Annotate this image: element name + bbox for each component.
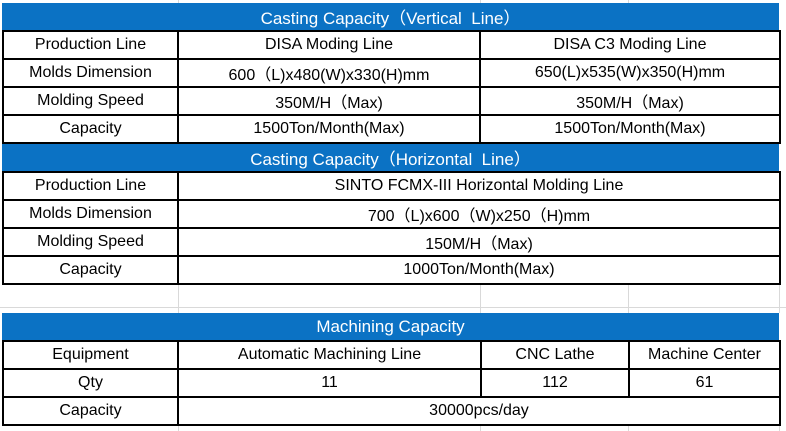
table-row: Qty 11 112 61 [2,368,781,398]
gridline [480,426,481,431]
row-label: Production Line [2,30,179,60]
cell-value: CNC Lathe [480,340,630,370]
cell-value: 61 [628,368,781,398]
cell-value: 350M/H（Max) [479,86,781,116]
cell-value: Machine Center [628,340,781,370]
cell-value: Automatic Machining Line [177,340,482,370]
table-row: Capacity 30000pcs/day [2,396,781,426]
row-label: Equipment [2,340,179,370]
row-label: Molds Dimension [2,58,179,88]
cell-value: 150M/H（Max) [177,227,781,257]
gridline [628,0,629,3]
gridline [628,285,629,313]
cell-value: 30000pcs/day [177,396,781,426]
cell-value: 1000Ton/Month(Max) [177,255,781,285]
gridline [628,426,629,431]
cell-value: 350M/H（Max) [177,86,481,116]
cell-value: 600（L)x480(W)x330(H)mm [177,58,481,88]
row-label: Molding Speed [2,227,179,257]
cell-value: 700（L)x600（W)x250（H)mm [177,199,781,229]
gridline [779,285,780,313]
cell-value: SINTO FCMX-III Horizontal Molding Line [177,171,781,201]
cell-value: 1500Ton/Month(Max) [479,114,781,144]
gridline [178,0,179,3]
table-row: Molds Dimension 700（L)x600（W)x250（H)mm [2,199,781,229]
row-label: Production Line [2,171,179,201]
table-row: Equipment Automatic Machining Line CNC L… [2,340,781,370]
cell-value: 11 [177,368,482,398]
table-row: Molding Speed 350M/H（Max) 350M/H（Max) [2,86,781,116]
row-label: Capacity [2,396,179,426]
table-row: Production Line DISA Moding Line DISA C3… [2,30,781,60]
row-label: Molds Dimension [2,199,179,229]
row-label: Capacity [2,255,179,285]
gridline [480,285,481,313]
gridline [0,307,786,308]
row-label: Qty [2,368,179,398]
casting-vertical-title: Casting Capacity（Vertical Line） [2,3,779,30]
table-row: Production Line SINTO FCMX-III Horizonta… [2,171,781,201]
table-row: Capacity 1000Ton/Month(Max) [2,255,781,285]
machining-title: Machining Capacity [2,313,779,340]
cell-value: 1500Ton/Month(Max) [177,114,481,144]
gridline [178,285,179,313]
machining-table: Equipment Automatic Machining Line CNC L… [2,340,781,426]
row-label: Molding Speed [2,86,179,116]
casting-horizontal-title: Casting Capacity（Horizontal Line） [2,144,779,171]
casting-vertical-table: Production Line DISA Moding Line DISA C3… [2,30,781,144]
gridline [779,426,780,431]
table-row: Capacity 1500Ton/Month(Max) 1500Ton/Mont… [2,114,781,144]
cell-value: 112 [480,368,630,398]
gridline [480,0,481,3]
table-row: Molds Dimension 600（L)x480(W)x330(H)mm 6… [2,58,781,88]
cell-value: DISA C3 Moding Line [479,30,781,60]
casting-horizontal-table: Production Line SINTO FCMX-III Horizonta… [2,171,781,285]
cell-value: DISA Moding Line [177,30,481,60]
row-label: Capacity [2,114,179,144]
cell-value: 650(L)x535(W)x350(H)mm [479,58,781,88]
table-row: Molding Speed 150M/H（Max) [2,227,781,257]
gridline [178,426,179,431]
